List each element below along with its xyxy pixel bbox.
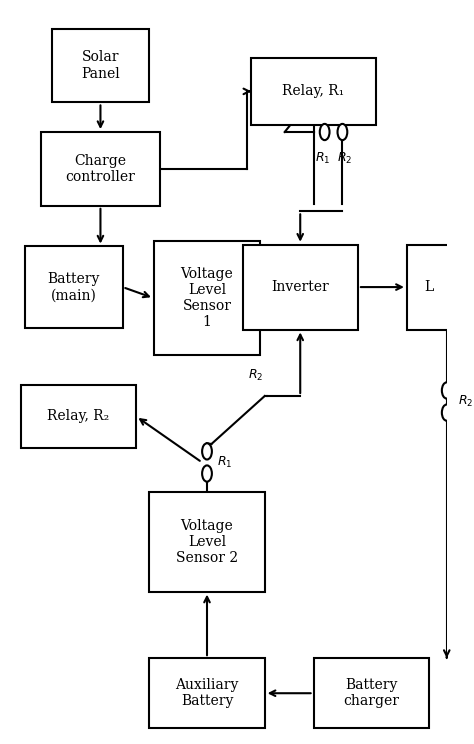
Circle shape bbox=[442, 405, 452, 421]
Bar bbox=[25, 246, 123, 327]
Circle shape bbox=[202, 443, 212, 460]
Bar bbox=[149, 492, 264, 591]
Bar bbox=[243, 245, 358, 330]
Bar bbox=[154, 241, 260, 356]
Text: Battery
charger: Battery charger bbox=[343, 678, 399, 708]
Text: Solar
Panel: Solar Panel bbox=[81, 51, 120, 80]
Text: Relay, R₂: Relay, R₂ bbox=[47, 409, 109, 423]
Text: Battery
(main): Battery (main) bbox=[47, 272, 100, 302]
Text: $R_2$: $R_2$ bbox=[337, 150, 352, 166]
Circle shape bbox=[320, 124, 329, 140]
Text: L: L bbox=[424, 280, 434, 294]
Text: $R_2$: $R_2$ bbox=[248, 368, 264, 382]
Bar bbox=[251, 58, 376, 125]
Circle shape bbox=[202, 466, 212, 481]
Text: $R_1$: $R_1$ bbox=[315, 150, 330, 166]
Text: Auxiliary
Battery: Auxiliary Battery bbox=[175, 678, 239, 708]
Bar bbox=[407, 245, 451, 330]
Bar bbox=[20, 385, 136, 448]
Circle shape bbox=[337, 124, 347, 140]
Text: Charge
controller: Charge controller bbox=[65, 154, 136, 184]
Text: Relay, R₁: Relay, R₁ bbox=[283, 84, 345, 98]
Bar bbox=[314, 658, 429, 728]
Text: Voltage
Level
Sensor 2: Voltage Level Sensor 2 bbox=[176, 519, 238, 565]
Bar bbox=[52, 28, 149, 103]
Text: Inverter: Inverter bbox=[271, 280, 329, 294]
Text: Voltage
Level
Sensor
1: Voltage Level Sensor 1 bbox=[181, 267, 233, 330]
Text: $R_1$: $R_1$ bbox=[217, 455, 232, 470]
Circle shape bbox=[442, 382, 452, 399]
Bar bbox=[149, 658, 264, 728]
Bar bbox=[40, 132, 160, 206]
Text: $R_2$: $R_2$ bbox=[458, 394, 473, 409]
